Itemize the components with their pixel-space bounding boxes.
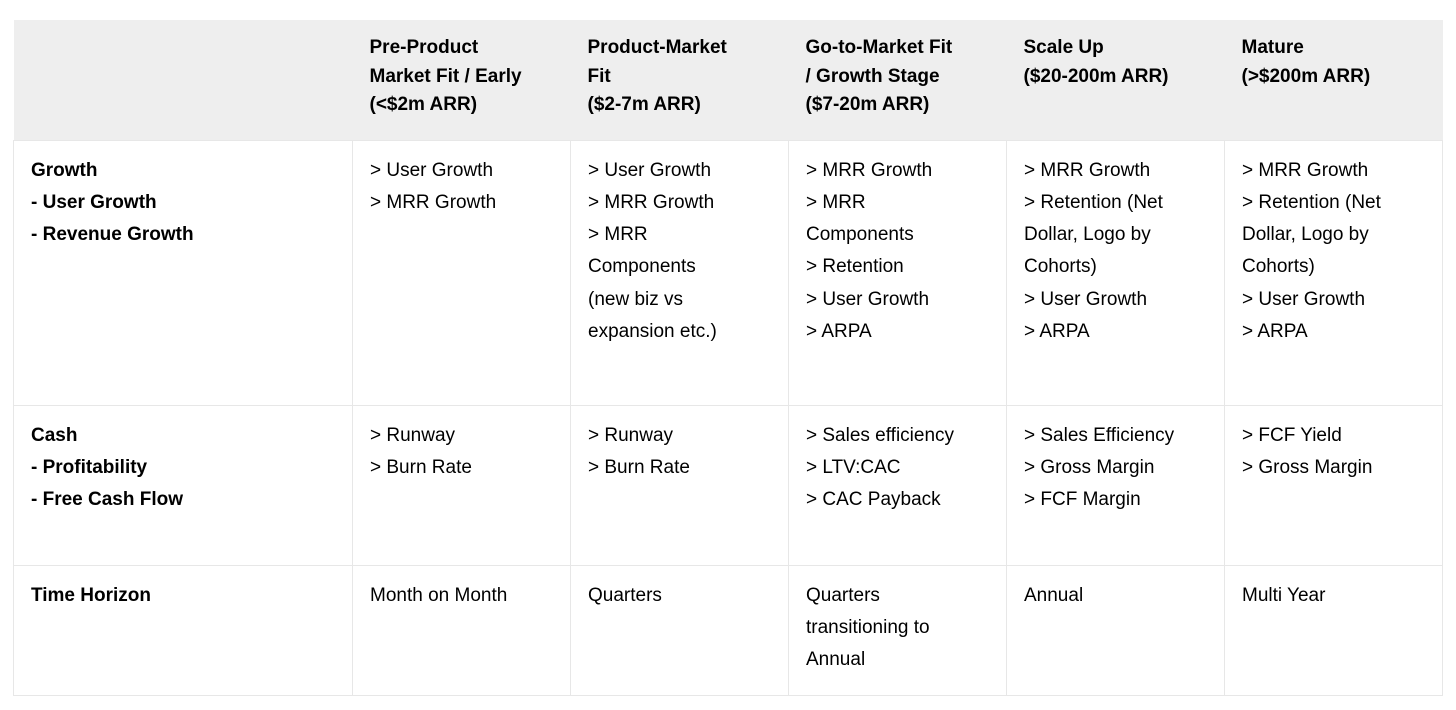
table-container: Pre-Product Market Fit / Early (<$2m ARR…	[13, 20, 1443, 696]
table-cell: Quarters transitioning to Annual	[788, 564, 1007, 696]
table-cell: > Runway > Burn Rate	[352, 404, 571, 566]
table-cell: > MRR Growth > Retention (Net Dollar, Lo…	[1224, 139, 1443, 406]
table-cell: > MRR Growth > Retention (Net Dollar, Lo…	[1006, 139, 1225, 406]
table-cell: > FCF Yield > Gross Margin	[1224, 404, 1443, 566]
table-cell: > Sales Efficiency > Gross Margin > FCF …	[1006, 404, 1225, 566]
column-header-scale-up: Scale Up ($20-200m ARR)	[1006, 20, 1225, 140]
table-body: Growth - User Growth - Revenue Growth > …	[13, 139, 1443, 696]
table-cell: > Sales efficiency > LTV:CAC > CAC Payba…	[788, 404, 1007, 566]
row-label-cash: Cash - Profitability - Free Cash Flow	[13, 404, 353, 566]
column-header-go-to-market-fit: Go-to-Market Fit / Growth Stage ($7-20m …	[788, 20, 1007, 140]
table-row-cash: Cash - Profitability - Free Cash Flow > …	[13, 404, 1443, 566]
stage-metrics-table: Pre-Product Market Fit / Early (<$2m ARR…	[13, 20, 1443, 696]
header-row: Pre-Product Market Fit / Early (<$2m ARR…	[13, 20, 1443, 140]
table-cell: > User Growth > MRR Growth > MRR Compone…	[570, 139, 789, 406]
table-row-growth: Growth - User Growth - Revenue Growth > …	[13, 139, 1443, 406]
column-header-blank	[13, 20, 353, 140]
table-cell: Month on Month	[352, 564, 571, 696]
column-header-product-market-fit: Product-Market Fit ($2-7m ARR)	[570, 20, 789, 140]
table-cell: > MRR Growth > MRR Components > Retentio…	[788, 139, 1007, 406]
table-cell: > Runway > Burn Rate	[570, 404, 789, 566]
table-cell: Annual	[1006, 564, 1225, 696]
table-cell: Multi Year	[1224, 564, 1443, 696]
row-label-growth: Growth - User Growth - Revenue Growth	[13, 139, 353, 406]
column-header-pre-product-market-fit: Pre-Product Market Fit / Early (<$2m ARR…	[352, 20, 571, 140]
table-cell: > User Growth > MRR Growth	[352, 139, 571, 406]
table-cell: Quarters	[570, 564, 789, 696]
row-label-time-horizon: Time Horizon	[13, 564, 353, 696]
column-header-mature: Mature (>$200m ARR)	[1224, 20, 1443, 140]
table-header: Pre-Product Market Fit / Early (<$2m ARR…	[13, 20, 1443, 140]
table-row-time-horizon: Time Horizon Month on Month Quarters Qua…	[13, 564, 1443, 696]
